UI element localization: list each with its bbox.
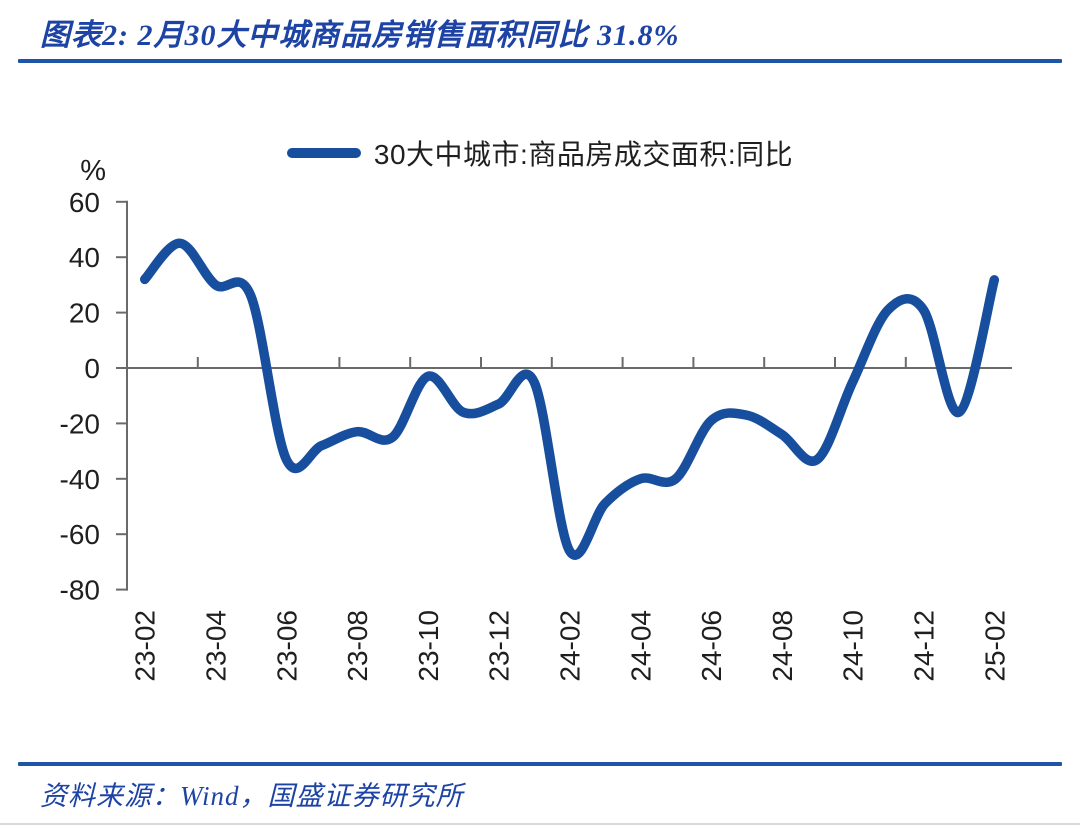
y-axis-tick-label: 40 [69,242,100,273]
x-axis-tick-label: 23-10 [413,610,444,682]
yoy-series-line [139,238,1000,560]
y-axis-tick-label: -40 [60,464,100,495]
x-axis-tick-label: 24-02 [555,610,586,682]
title-divider-rule [18,59,1062,63]
chart-legend: 30大中城市:商品房成交面积:同比 [0,133,1080,173]
x-axis-tick-label: 24-04 [625,610,656,682]
y-axis-tick-label: -80 [60,575,100,606]
x-axis-tick-label: 23-04 [201,610,232,682]
legend-line-swatch [286,148,361,158]
y-axis-tick-label: 0 [84,353,100,384]
y-axis-tick-label: -20 [60,408,100,439]
legend-series-label: 30大中城市:商品房成交面积:同比 [373,139,794,170]
x-axis-tick-label: 24-10 [838,610,869,682]
y-axis-unit-label: % [80,155,106,187]
y-axis-tick-label: 20 [69,298,100,329]
x-axis-tick-label: 23-12 [484,610,515,682]
y-axis-tick-label: -60 [60,519,100,550]
x-axis-tick-label: 25-02 [979,610,1010,682]
y-axis-tick-label: 60 [69,187,100,218]
data-source-note: 资料来源：Wind，国盛证券研究所 [40,781,464,811]
x-axis-tick-label: 23-08 [342,610,373,682]
x-axis-tick-label: 23-02 [130,610,161,682]
x-axis-tick-label: 24-08 [767,610,798,682]
figure-title: 图表2: 2月30大中城商品房销售面积同比 31.8% [40,19,680,52]
x-axis-tick-label: 24-06 [696,610,727,682]
x-axis-tick-label: 24-12 [909,610,940,682]
x-axis-tick-label: 23-06 [271,610,302,682]
source-divider-rule [18,762,1062,766]
page-edge-line [0,823,1080,825]
